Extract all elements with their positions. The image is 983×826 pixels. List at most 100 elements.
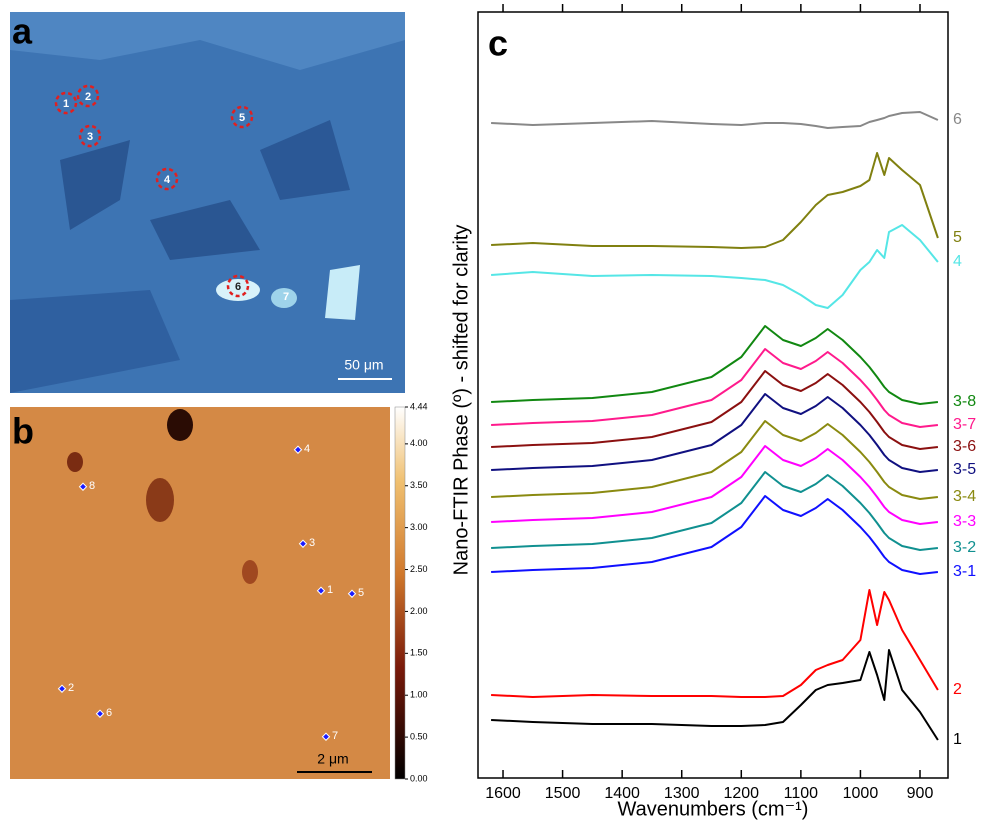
series-label: 3-1 — [953, 563, 976, 580]
series-label: 3-8 — [953, 393, 976, 410]
x-tick-label: 1100 — [784, 785, 819, 802]
colorbar-tick-label: 4.44 — [410, 401, 428, 411]
marker-circle — [226, 274, 250, 298]
point-label: 8 — [89, 480, 95, 492]
x-tick-label: 1300 — [664, 785, 700, 802]
point-label: 4 — [304, 443, 310, 455]
colorbar-tick-label: 3.00 — [410, 522, 428, 532]
point — [321, 732, 331, 741]
texture — [67, 452, 83, 472]
spectrum — [491, 348, 939, 428]
texture — [60, 140, 130, 230]
spectrum — [491, 649, 939, 741]
series-label: 3-5 — [953, 461, 976, 478]
spectrum — [491, 152, 939, 249]
texture — [242, 560, 258, 584]
point-label: 6 — [106, 707, 112, 719]
series-label: 3-7 — [953, 416, 976, 433]
point — [57, 684, 67, 693]
series-label: 6 — [953, 111, 962, 128]
marker-circle — [54, 91, 78, 115]
panel-label: a — [12, 11, 33, 52]
markers: 1 2 3 4 5 6 7 — [54, 84, 289, 303]
marker-label: 5 — [239, 112, 245, 124]
bright-grain — [216, 279, 260, 301]
spectrum — [491, 445, 939, 525]
spectrum — [491, 420, 939, 500]
x-tick-label: 1500 — [545, 785, 581, 802]
marker-label: 1 — [63, 98, 69, 110]
scale-bar-label: 50 μm — [344, 357, 383, 373]
panel-c: c Wavenumbers (cm⁻¹) Nano-FTIR Phase (º)… — [450, 4, 976, 820]
marker-label: 2 — [85, 91, 91, 103]
scale-bar-label: 2 μm — [317, 751, 348, 767]
marker-label: 7 — [283, 291, 289, 303]
x-tick-label: 900 — [907, 785, 934, 802]
point-label: 3 — [309, 537, 315, 549]
x-tick-label: 1200 — [723, 785, 759, 802]
x-axis-label: Wavenumbers (cm⁻¹) — [618, 798, 809, 820]
marker-circle — [76, 84, 100, 108]
marker-label: 6 — [235, 281, 241, 293]
panel-label: c — [488, 23, 508, 64]
spectrum — [491, 471, 939, 551]
marker-label: 3 — [87, 131, 93, 143]
marker-circle — [78, 124, 102, 148]
bright-grain — [271, 288, 297, 308]
texture — [167, 409, 193, 441]
spectrum — [491, 589, 939, 698]
colorbar-ticks: 4.44 4.00 3.50 3.00 2.50 2.00 1.50 1.00 0.50 0.00 — [405, 401, 428, 783]
point — [293, 445, 303, 454]
points: 1 2 3 4 5 6 7 8 — [57, 443, 364, 742]
plot-frame — [477, 11, 949, 779]
x-tick-label: 1400 — [604, 785, 640, 802]
series-label: 1 — [953, 731, 962, 748]
colorbar-tick-label: 1.50 — [410, 648, 428, 658]
colorbar-tick-label: 3.50 — [410, 480, 428, 490]
y-axis-label: Nano-FTIR Phase (º) - shifted for clarit… — [450, 225, 472, 576]
point — [316, 586, 326, 595]
texture — [146, 478, 174, 522]
x-tick-label: 1000 — [843, 785, 879, 802]
point — [347, 589, 357, 598]
marker-label: 4 — [164, 174, 171, 186]
colorbar-tick-label: 2.50 — [410, 564, 428, 574]
panel-a: a 1 2 3 4 5 6 7 50 μm — [10, 11, 405, 393]
series-label: 2 — [953, 681, 962, 698]
marker-circle — [155, 167, 179, 191]
point-label: 5 — [358, 587, 364, 599]
series-label: 3-4 — [953, 488, 976, 505]
point — [298, 539, 308, 548]
colorbar-tick-label: 0.00 — [410, 773, 428, 783]
series-label: 3-2 — [953, 539, 976, 556]
bright-grain — [325, 265, 360, 320]
spectrum — [491, 224, 939, 309]
texture — [260, 120, 350, 200]
marker-circle — [230, 105, 254, 129]
spectrum — [491, 111, 939, 129]
x-tick-label: 1600 — [485, 785, 521, 802]
texture — [10, 12, 405, 70]
panel-label: b — [12, 411, 34, 452]
point-label: 7 — [332, 730, 338, 742]
series-label: 5 — [953, 229, 962, 246]
texture — [150, 200, 260, 260]
point — [95, 709, 105, 718]
point-label: 2 — [68, 682, 74, 694]
colorbar-tick-label: 1.00 — [410, 690, 428, 700]
spectrum — [491, 495, 939, 575]
colorbar-tick-label: 0.50 — [410, 731, 428, 741]
texture — [10, 290, 180, 393]
panel-b: b 1 2 3 4 5 6 7 8 2 μm 4.44 4.00 3.50 3.00 2… — [10, 401, 428, 783]
series-label: 3-3 — [953, 513, 976, 530]
series-label: 4 — [953, 253, 962, 270]
point — [78, 482, 88, 491]
colorbar — [394, 406, 406, 780]
series-label: 3-6 — [953, 438, 976, 455]
spectrum — [491, 325, 939, 405]
point-label: 1 — [327, 584, 333, 596]
spectrum — [491, 393, 939, 473]
spectrum — [491, 370, 939, 450]
